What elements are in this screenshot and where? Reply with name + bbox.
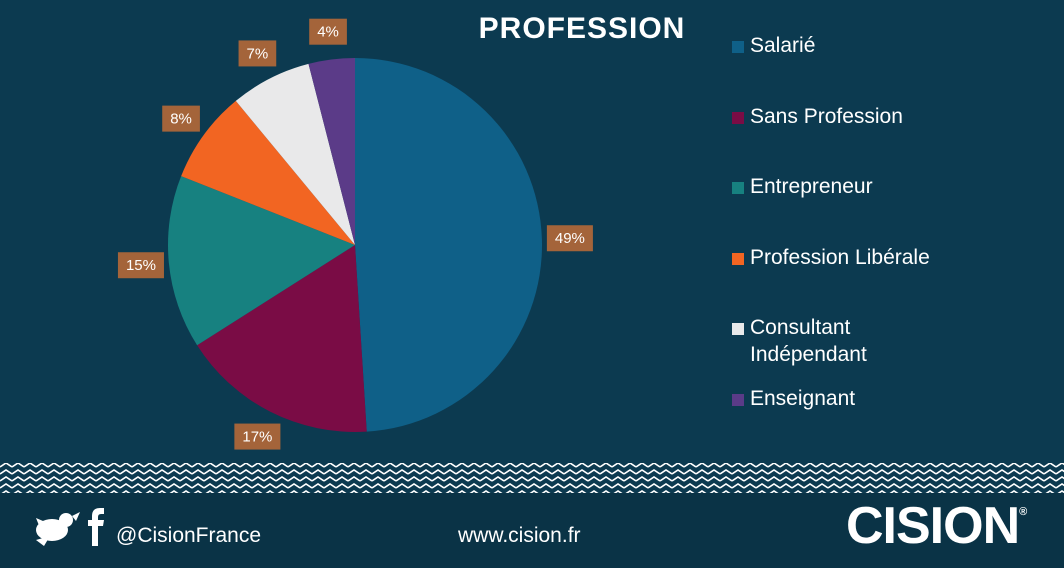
- legend-swatch: [732, 41, 744, 53]
- logo: CISION®: [846, 496, 1027, 556]
- data-label-box: [546, 225, 593, 252]
- legend-label: Profession Libérale: [750, 245, 930, 269]
- legend-label: Sans Profession: [750, 104, 903, 128]
- pie-slice: [308, 58, 355, 245]
- legend-swatch: [732, 182, 744, 194]
- website: www.cision.fr: [458, 524, 581, 547]
- data-label-box: [309, 18, 347, 45]
- data-label-text: 49%: [555, 230, 585, 247]
- legend-label: Enseignant: [750, 386, 856, 410]
- data-label-text: 4%: [317, 24, 339, 41]
- data-label-box: [238, 40, 277, 67]
- twitter-handle: @CisionFrance: [116, 524, 262, 547]
- data-label-text: 15%: [126, 257, 156, 274]
- pie-slice: [355, 58, 543, 432]
- pie-slice: [181, 100, 355, 245]
- chart-title: PROFESSION: [479, 12, 686, 45]
- legend-label: Consultant Indépendant: [750, 316, 867, 366]
- legend-item: Entrepreneur: [732, 173, 950, 200]
- legend-label: Salarié: [750, 34, 816, 57]
- data-label: 15%: [117, 252, 164, 279]
- legend-swatch: [732, 252, 744, 265]
- legend-swatch: [732, 111, 744, 124]
- footer-bg: [0, 493, 1064, 568]
- pie-slice: [197, 245, 367, 433]
- data-label-text: 7%: [247, 45, 269, 62]
- data-label: 49%: [546, 225, 593, 252]
- data-label-box: [117, 252, 164, 279]
- legend-label: Entrepreneur: [750, 175, 873, 198]
- data-label-text: 17%: [242, 429, 272, 446]
- legend-swatch: [732, 323, 744, 335]
- logo-text: CISION: [846, 497, 1020, 555]
- legend-item: Profession Libérale: [732, 244, 950, 271]
- legend-item: Salarié: [732, 32, 950, 59]
- data-label-box: [162, 105, 200, 132]
- pie-slice: [168, 176, 355, 346]
- legend-swatch: [732, 393, 744, 406]
- legend-item: Enseignant: [732, 385, 950, 412]
- facebook-icon: [88, 508, 104, 546]
- legend-item: Sans Profession: [732, 103, 950, 130]
- data-label: 4%: [309, 18, 347, 45]
- logo-mark: ®: [1019, 506, 1027, 518]
- data-label: 7%: [238, 40, 277, 67]
- zigzag-band: [0, 463, 1064, 493]
- data-label-text: 8%: [170, 111, 192, 128]
- pie-slice: [235, 63, 355, 245]
- data-label-box: [234, 423, 281, 450]
- data-label: 8%: [162, 105, 200, 132]
- data-label: 17%: [234, 423, 281, 450]
- legend-item: Consultant Indépendant: [732, 314, 950, 368]
- twitter-icon: [36, 512, 80, 546]
